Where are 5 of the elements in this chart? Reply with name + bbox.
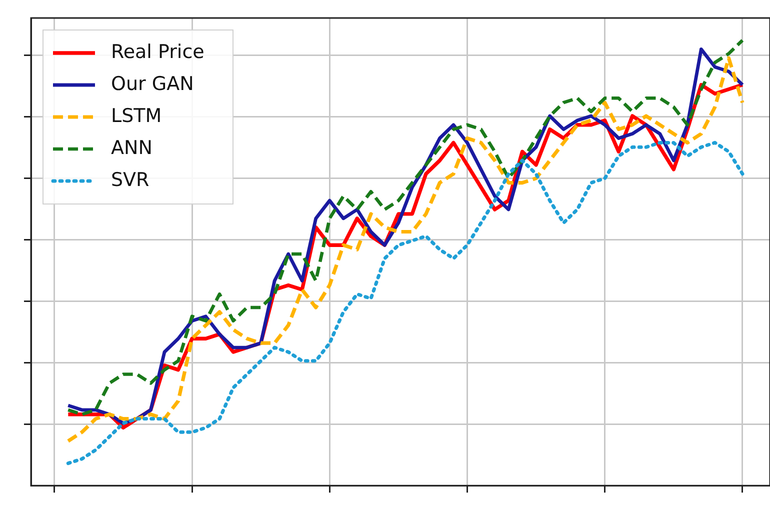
legend-label: SVR (111, 168, 150, 191)
legend-label: LSTM (111, 104, 162, 127)
legend-label: ANN (111, 136, 152, 159)
legend-label: Our GAN (111, 72, 194, 95)
legend-label: Real Price (111, 40, 204, 63)
